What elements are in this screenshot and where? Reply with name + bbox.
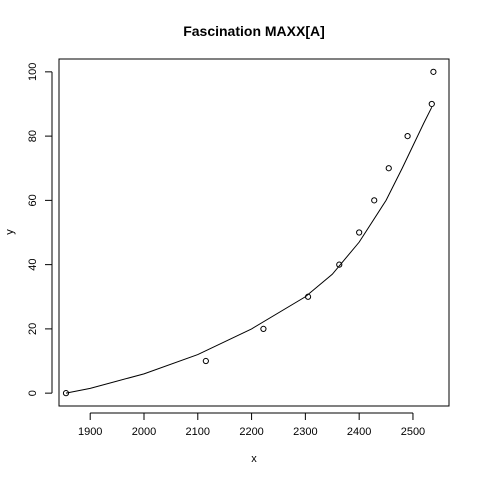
data-point [430,68,437,75]
y-tick-label: 60 [27,194,39,206]
x-axis: 1900 2000 2100 2200 2300 2400 2500 [78,412,425,438]
data-point [304,293,312,300]
data-point [336,261,343,268]
y-tick-label: 40 [27,259,39,271]
data-points [62,68,437,397]
y-tick-label: 20 [27,323,39,335]
y-axis-label: y [4,229,16,235]
y-tick-label: 100 [27,63,39,81]
data-point [404,133,411,140]
data-point [385,165,392,172]
y-tick-label: 80 [27,130,39,142]
fit-curve [65,106,433,394]
x-tick-label: 2000 [132,426,156,438]
x-tick-label: 2500 [401,426,425,438]
y-tick-label: 0 [27,390,39,396]
x-tick-label: 2300 [293,426,317,438]
data-point [62,390,70,397]
data-point [371,197,378,204]
plot-frame [58,58,450,407]
x-tick-label: 2100 [186,426,210,438]
x-tick-label: 1900 [78,426,102,438]
data-point [356,229,363,236]
data-point [260,325,267,332]
data-point [428,100,435,108]
x-tick-label: 2400 [347,426,371,438]
chart-title: Fascination MAXX[A] [183,23,325,39]
x-axis-label: x [251,453,257,465]
y-axis: 0 20 40 60 80 100 [27,63,53,396]
data-point [202,357,209,365]
x-tick-label: 2200 [239,426,263,438]
